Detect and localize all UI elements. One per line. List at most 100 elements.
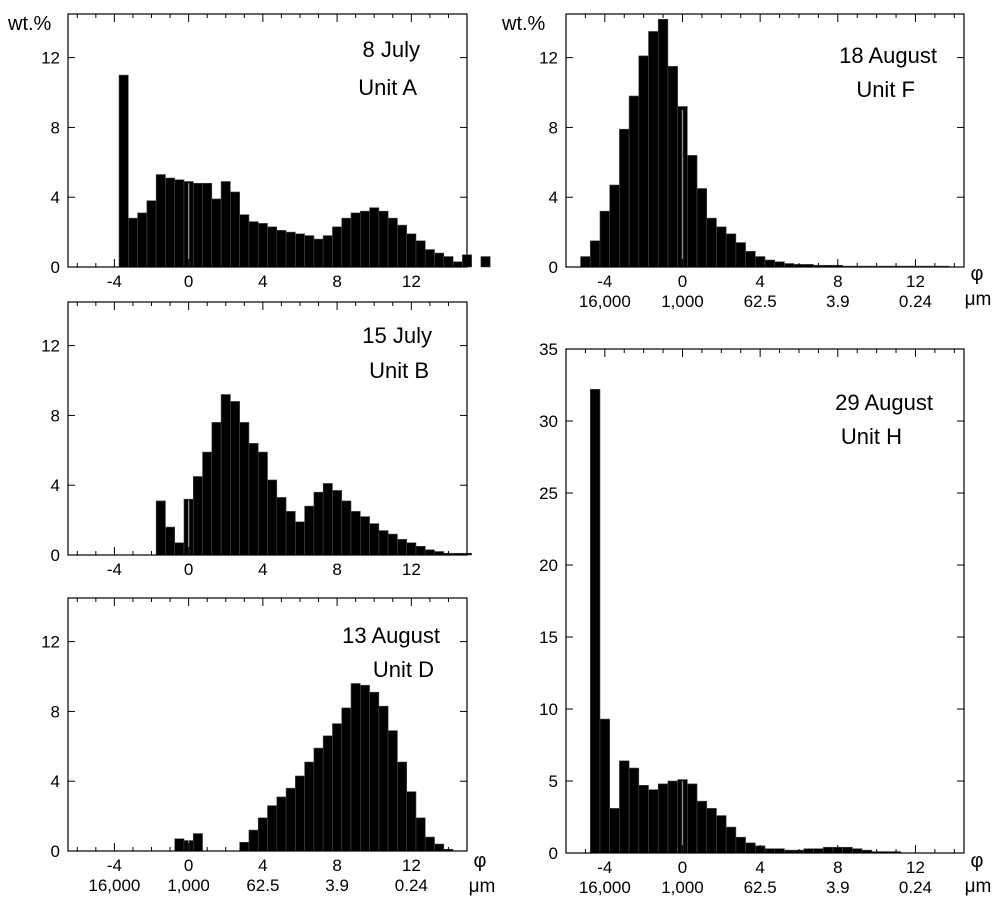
panel-13-august-size-label: 62.5 (246, 876, 279, 895)
panel-18-august-size-unit: μm (965, 289, 992, 310)
panel-13-august-size-label: 1,000 (167, 876, 210, 895)
panel-13-august-subtitle: Unit D (373, 657, 434, 682)
panel-18-august-bar (745, 251, 756, 268)
panel-29-august-size-label: 16,000 (579, 878, 631, 897)
panel-18-august-xtick-label: 0 (678, 272, 687, 291)
panel-13-august-bar (387, 730, 398, 852)
panel-29-august-bar (764, 848, 776, 854)
panel-8-july-bar (230, 191, 240, 268)
panel-18-august-frame (565, 13, 965, 268)
panel-15-july-bar (313, 491, 324, 556)
panel-13-august-frame (67, 597, 468, 852)
panel-13-august-bar (369, 691, 380, 852)
panel-8-july-bar (359, 210, 370, 268)
panel-29-august-ytick-label: 15 (539, 628, 558, 647)
panel-29-august-bar (803, 848, 814, 854)
panel-8-july-bar (137, 212, 148, 268)
panel-13-august-bar (406, 791, 417, 852)
panel-13-august-size-label: 3.9 (325, 876, 349, 895)
panel-18-august-xtick-label: -4 (597, 272, 612, 291)
panel-13-august-bar (415, 817, 426, 852)
panel-29-august-bar (842, 846, 853, 854)
panel-15-july-bar (276, 497, 287, 556)
panel-8-july-frame (67, 13, 468, 268)
panel-13-august-ytick-label: 8 (51, 702, 60, 721)
panel-15-july-bar (211, 422, 222, 556)
panel-29-august-bar (687, 783, 698, 854)
panel-13-august-xtick-label: 4 (258, 856, 267, 875)
panel-18-august-size-label: 1,000 (661, 292, 704, 311)
panel-18-august-xtick-label: 8 (833, 272, 842, 291)
panel-8-july-title: 8 July (363, 37, 420, 62)
panel-13-august-bar (192, 833, 203, 852)
panel-29-august-title: 29 August (835, 390, 933, 415)
panel-29-august-bar (628, 767, 640, 854)
panel-18-august-title: 18 August (839, 43, 937, 68)
panel-18-august-bar (696, 188, 708, 268)
panel-15-july-bars (155, 394, 472, 556)
panel-13-august-bar (332, 723, 343, 852)
panel-29-august-bar (638, 785, 649, 854)
panel-13-august-xtick-label: 12 (402, 856, 421, 875)
panel-8-july-bar (434, 252, 445, 268)
panel-18-august-bar (725, 233, 737, 268)
panel-15-july-ytick-label: 0 (51, 546, 60, 565)
panel-8-july-bar (174, 179, 185, 268)
panel-8-july-bar (397, 224, 407, 268)
panel-15-july-bar (397, 538, 407, 556)
panel-15-july-bar (304, 505, 315, 556)
panel-13-august-title: 13 August (342, 623, 440, 648)
panel-15-july-bar (332, 490, 343, 556)
panel-29-august-bar (822, 846, 834, 854)
panel-29-august-xtick-label: 4 (755, 858, 764, 877)
panel-18-august-bar (706, 217, 717, 268)
panel-18-august-bar (628, 95, 640, 268)
panel-29-august-bar (619, 760, 630, 854)
panel-18-august-bar (619, 128, 630, 268)
panel-8-july-bar (276, 230, 287, 268)
panel-15-july-bar (415, 545, 426, 556)
panel-8-july-bar (415, 240, 426, 268)
panel-8-july-xtick-label: 0 (184, 272, 193, 291)
panel-15-july-bar (295, 521, 305, 556)
panel-15-july-subtitle: Unit B (369, 358, 429, 383)
panel-8-july-bar (155, 174, 166, 268)
panel-15-july-xtick-label: -4 (107, 560, 122, 579)
panel-18-august-ylabel: wt.% (501, 13, 546, 35)
panel-8-july-bar (452, 261, 463, 268)
panel-18-august-bar (716, 226, 727, 268)
panel-18-august-bar (599, 210, 610, 268)
panel-15-july-bar (192, 476, 203, 556)
panel-8-july-bar (341, 217, 352, 268)
panel-18-august-ytick-label: 12 (539, 49, 558, 68)
panel-15-july-ytick-label: 4 (51, 476, 60, 495)
panel-15-july-bar (155, 500, 166, 556)
panel-15-july-xtick-label: 0 (184, 560, 193, 579)
panel-8-july-bar (202, 182, 213, 268)
panel-18-august-bar (657, 18, 669, 268)
panel-29-august-ytick-label: 10 (539, 700, 558, 719)
panel-18-august-size-label: 62.5 (744, 292, 777, 311)
panel-8-july-bar (350, 212, 361, 268)
panel-15-july-xtick-label: 12 (402, 560, 421, 579)
panel-15-july-bar (248, 443, 259, 556)
panel-8-july-xtick-label: 4 (258, 272, 267, 291)
panel-8-july-axes: 0 4 8 12 -4 0 4 8 12 (41, 14, 468, 291)
panel-15-july-bar (285, 511, 296, 556)
panel-13-august-size-unit: μm (469, 876, 496, 897)
panel-8-july-bar (211, 198, 222, 268)
panel-29-august-xtick-label: -4 (597, 858, 612, 877)
panel-8-july-subtitle: Unit A (358, 75, 417, 100)
panel-18-august-ytick-label: 4 (549, 188, 558, 207)
panel-8-july: wt.% 8 July Unit A 0 4 8 12 -4 0 4 8 12 (7, 13, 491, 291)
panel-15-july-bar (267, 479, 278, 556)
panel-15-july-bar (174, 542, 185, 556)
panel-13-august-xtick-label: 0 (184, 856, 193, 875)
panel-15-july-title: 15 July (362, 323, 432, 348)
panel-18-august-bar (609, 184, 620, 268)
panel-29-august-bar (657, 783, 669, 854)
panel-29-august-ytick-label: 0 (549, 844, 558, 863)
panel-8-july-bar (248, 221, 259, 268)
panel-8-july-bar (480, 256, 491, 268)
